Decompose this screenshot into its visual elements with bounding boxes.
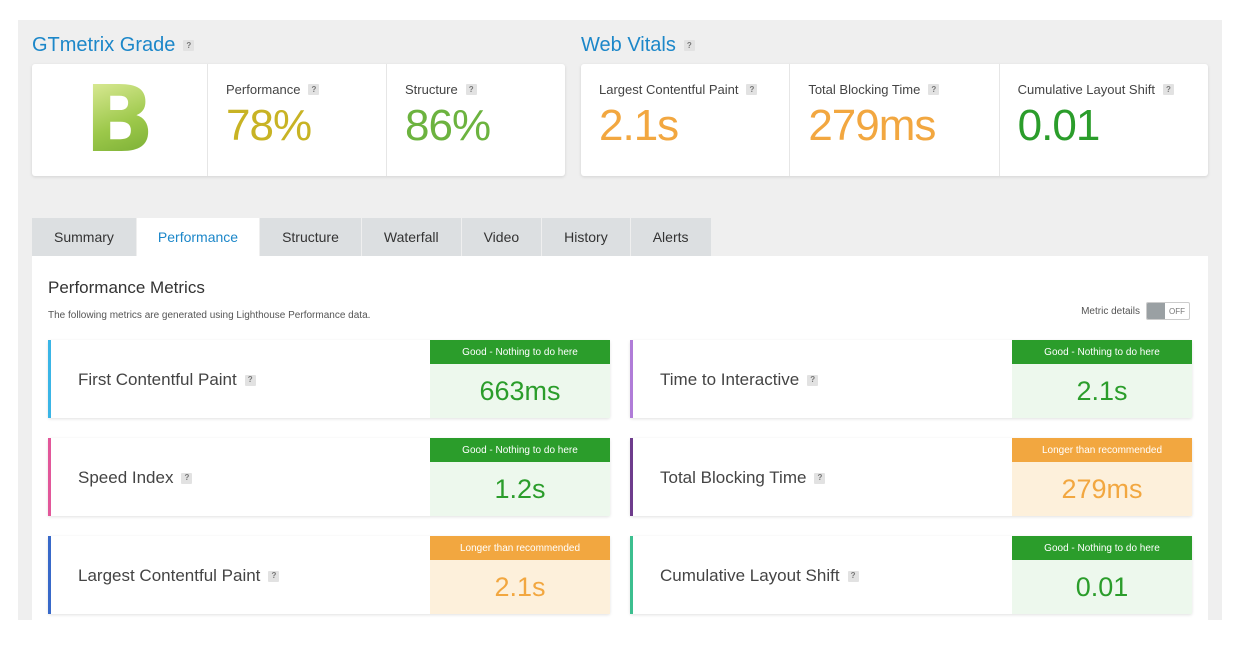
performance-score-header: Performance ? bbox=[226, 82, 386, 97]
help-icon[interactable]: ? bbox=[683, 40, 695, 51]
help-icon[interactable]: ? bbox=[465, 84, 477, 95]
metric-value: 663ms bbox=[430, 364, 610, 418]
grade-card: B Performance ? 78% Structure ? 86% bbox=[32, 64, 565, 176]
metric-name-row: Total Blocking Time ? bbox=[660, 468, 826, 488]
vital-cls-label: Cumulative Layout Shift bbox=[1017, 82, 1155, 97]
structure-score-value: 86% bbox=[405, 101, 491, 150]
metric-value: 1.2s bbox=[430, 462, 610, 516]
vital-lcp-cell: Largest Contentful Paint ? 2.1s bbox=[581, 64, 791, 176]
metric-status-badge: Good - Nothing to do here bbox=[1012, 536, 1192, 560]
metric-name-row: Cumulative Layout Shift ? bbox=[660, 566, 859, 586]
grade-letter-cell: B bbox=[32, 64, 208, 176]
metric-stripe bbox=[48, 536, 51, 614]
help-icon[interactable]: ? bbox=[847, 570, 859, 582]
metric-card-tbt: Total Blocking Time ? Longer than recomm… bbox=[630, 438, 1192, 516]
metric-details-control: Metric details OFF bbox=[1081, 302, 1190, 320]
metric-card-speed-index: Speed Index ? Good - Nothing to do here … bbox=[48, 438, 610, 516]
metric-card-cls: Cumulative Layout Shift ? Good - Nothing… bbox=[630, 536, 1192, 614]
metric-value: 2.1s bbox=[430, 560, 610, 614]
toggle-knob bbox=[1147, 303, 1165, 319]
help-icon[interactable]: ? bbox=[807, 374, 819, 386]
panel-title: Performance Metrics bbox=[48, 278, 205, 297]
metric-card-tti: Time to Interactive ? Good - Nothing to … bbox=[630, 340, 1192, 418]
metric-card-fcp: First Contentful Paint ? Good - Nothing … bbox=[48, 340, 610, 418]
metric-result: Longer than recommended 279ms bbox=[1012, 438, 1192, 516]
metric-stripe bbox=[630, 438, 633, 516]
help-icon[interactable]: ? bbox=[181, 472, 193, 484]
metric-value: 279ms bbox=[1012, 462, 1192, 516]
metric-stripe bbox=[48, 438, 51, 516]
metric-status-badge: Good - Nothing to do here bbox=[1012, 340, 1192, 364]
toggle-state: OFF bbox=[1169, 306, 1185, 316]
metric-value: 2.1s bbox=[1012, 364, 1192, 418]
web-vitals-label: Web Vitals bbox=[581, 34, 676, 56]
metric-result: Longer than recommended 2.1s bbox=[430, 536, 610, 614]
metric-name: Speed Index bbox=[78, 468, 174, 487]
metric-stripe bbox=[630, 536, 633, 614]
help-icon[interactable]: ? bbox=[928, 84, 940, 95]
structure-score-header: Structure ? bbox=[405, 82, 565, 97]
vital-tbt-header: Total Blocking Time ? bbox=[808, 82, 998, 97]
help-icon[interactable]: ? bbox=[746, 84, 758, 95]
tab-performance[interactable]: Performance bbox=[136, 218, 260, 256]
vital-cls-value: 0.01 bbox=[1017, 101, 1101, 150]
vital-lcp-value: 2.1s bbox=[599, 101, 679, 150]
vital-tbt-label: Total Blocking Time bbox=[808, 82, 921, 97]
performance-score-value: 78% bbox=[226, 101, 312, 150]
structure-score-label: Structure bbox=[405, 82, 458, 97]
performance-score-label: Performance bbox=[226, 82, 301, 97]
vital-tbt-value: 279ms bbox=[808, 101, 936, 150]
web-vitals-title: Web Vitals ? bbox=[581, 34, 695, 57]
vital-lcp-label: Largest Contentful Paint bbox=[599, 82, 739, 97]
tab-history[interactable]: History bbox=[542, 218, 630, 256]
metric-card-lcp: Largest Contentful Paint ? Longer than r… bbox=[48, 536, 610, 614]
grade-letter: B bbox=[84, 66, 155, 173]
web-vitals-card: Largest Contentful Paint ? 2.1s Total Bl… bbox=[581, 64, 1208, 176]
vital-cls-header: Cumulative Layout Shift ? bbox=[1018, 82, 1208, 97]
vital-tbt-cell: Total Blocking Time ? 279ms bbox=[790, 64, 1000, 176]
metric-status-badge: Good - Nothing to do here bbox=[430, 340, 610, 364]
metric-details-label: Metric details bbox=[1081, 305, 1140, 317]
tab-alerts[interactable]: Alerts bbox=[630, 218, 711, 256]
tab-structure[interactable]: Structure bbox=[260, 218, 361, 256]
panel-subtitle: The following metrics are generated usin… bbox=[48, 310, 371, 321]
metric-value: 0.01 bbox=[1012, 560, 1192, 614]
tab-waterfall[interactable]: Waterfall bbox=[361, 218, 461, 256]
metric-result: Good - Nothing to do here 0.01 bbox=[1012, 536, 1192, 614]
metric-name-row: First Contentful Paint ? bbox=[78, 370, 256, 390]
gtmetrix-grade-label: GTmetrix Grade bbox=[32, 34, 176, 56]
metric-stripe bbox=[630, 340, 633, 418]
metric-status-badge: Good - Nothing to do here bbox=[430, 438, 610, 462]
structure-score-cell: Structure ? 86% bbox=[387, 64, 565, 176]
metric-name: Time to Interactive bbox=[660, 370, 800, 389]
help-icon[interactable]: ? bbox=[183, 40, 195, 51]
metric-name-row: Speed Index ? bbox=[78, 468, 193, 488]
help-icon[interactable]: ? bbox=[1162, 84, 1174, 95]
metric-name: Total Blocking Time bbox=[660, 468, 807, 487]
gtmetrix-grade-title: GTmetrix Grade ? bbox=[32, 34, 195, 57]
metric-name: Cumulative Layout Shift bbox=[660, 566, 840, 585]
performance-panel: Performance Metrics The following metric… bbox=[32, 256, 1208, 620]
metric-stripe bbox=[48, 340, 51, 418]
metric-name-row: Largest Contentful Paint ? bbox=[78, 566, 280, 586]
tab-video[interactable]: Video bbox=[461, 218, 542, 256]
report-tabs: Summary Performance Structure Waterfall … bbox=[32, 218, 712, 256]
metric-name-row: Time to Interactive ? bbox=[660, 370, 819, 390]
help-icon[interactable]: ? bbox=[308, 84, 320, 95]
vital-lcp-header: Largest Contentful Paint ? bbox=[599, 82, 789, 97]
metric-result: Good - Nothing to do here 2.1s bbox=[1012, 340, 1192, 418]
tab-summary[interactable]: Summary bbox=[32, 218, 136, 256]
metric-result: Good - Nothing to do here 1.2s bbox=[430, 438, 610, 516]
performance-score-cell: Performance ? 78% bbox=[208, 64, 387, 176]
metric-details-toggle[interactable]: OFF bbox=[1146, 302, 1190, 320]
metric-name: First Contentful Paint bbox=[78, 370, 237, 389]
help-icon[interactable]: ? bbox=[244, 374, 256, 386]
help-icon[interactable]: ? bbox=[268, 570, 280, 582]
help-icon[interactable]: ? bbox=[814, 472, 826, 484]
metric-result: Good - Nothing to do here 663ms bbox=[430, 340, 610, 418]
metric-name: Largest Contentful Paint bbox=[78, 566, 261, 585]
metric-status-badge: Longer than recommended bbox=[430, 536, 610, 560]
vital-cls-cell: Cumulative Layout Shift ? 0.01 bbox=[1000, 64, 1208, 176]
metric-status-badge: Longer than recommended bbox=[1012, 438, 1192, 462]
